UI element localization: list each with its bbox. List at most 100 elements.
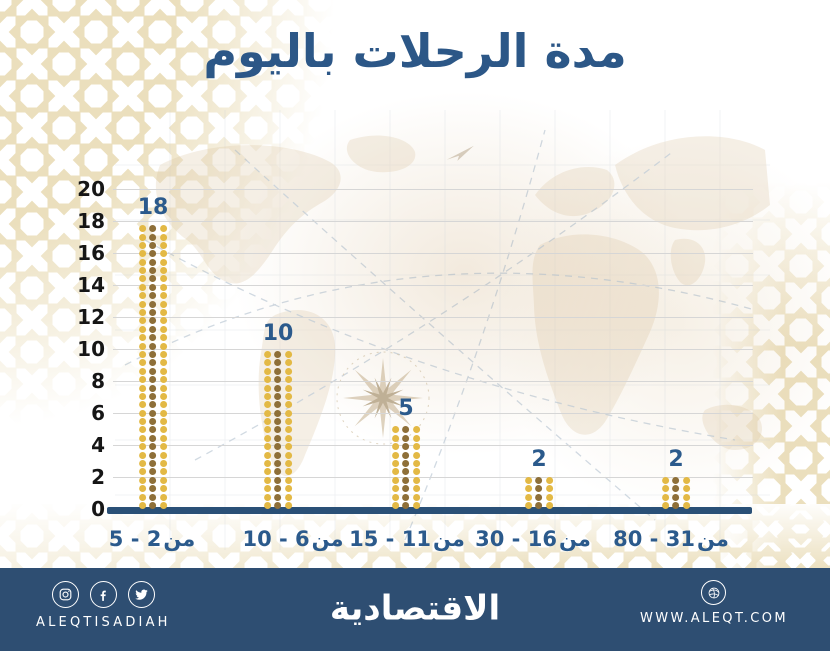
dot-row	[139, 233, 167, 241]
dot	[149, 334, 157, 342]
dot	[149, 250, 157, 258]
dot-row	[139, 292, 167, 300]
dot	[274, 409, 282, 417]
dot-row	[139, 426, 167, 434]
dot	[284, 392, 292, 400]
dot	[525, 476, 533, 484]
dot	[264, 451, 272, 459]
dot-row	[264, 418, 292, 426]
dot	[284, 443, 292, 451]
dot-row	[392, 468, 420, 476]
dot	[139, 367, 147, 375]
dot	[412, 426, 420, 434]
dot	[159, 309, 167, 317]
dot-row	[139, 350, 167, 358]
dot	[682, 502, 690, 509]
dot-bar	[139, 225, 167, 509]
dot	[139, 476, 147, 484]
gridline	[113, 189, 753, 190]
dot-row	[139, 309, 167, 317]
dot-row	[264, 426, 292, 434]
dot	[264, 502, 272, 509]
dot	[159, 325, 167, 333]
dot	[149, 359, 157, 367]
dot	[284, 485, 292, 493]
dot	[149, 225, 157, 233]
dot	[139, 350, 147, 358]
dot	[139, 233, 147, 241]
dot	[274, 434, 282, 442]
category-word: من	[163, 527, 196, 551]
dot	[139, 376, 147, 384]
dot	[264, 418, 272, 426]
dot	[159, 300, 167, 308]
dot-row	[139, 409, 167, 417]
dot	[159, 267, 167, 275]
dot-row	[139, 502, 167, 509]
category-range: 30 - 16	[475, 527, 557, 551]
gridline	[113, 317, 753, 318]
dot	[264, 443, 272, 451]
dot	[672, 493, 680, 501]
dot	[139, 485, 147, 493]
dot	[159, 409, 167, 417]
dot	[159, 376, 167, 384]
dot-row	[392, 460, 420, 468]
dot	[284, 451, 292, 459]
dot	[139, 275, 147, 283]
dot	[149, 325, 157, 333]
category-word: من	[432, 527, 465, 551]
dot	[264, 359, 272, 367]
dot	[402, 476, 410, 484]
dot-row	[264, 359, 292, 367]
dot	[412, 443, 420, 451]
dot-row	[139, 493, 167, 501]
dot	[159, 434, 167, 442]
dot	[264, 401, 272, 409]
x-axis-category-label: 10 - 6 من	[242, 527, 343, 551]
dot	[392, 485, 400, 493]
dot	[412, 485, 420, 493]
dot	[159, 225, 167, 233]
y-axis-tick-label: 16	[77, 241, 105, 265]
gridline	[113, 413, 753, 414]
dot-row	[139, 485, 167, 493]
bar-value-label: 2	[531, 446, 547, 472]
dot	[139, 258, 147, 266]
dot-row	[525, 502, 553, 509]
dot	[672, 485, 680, 493]
dot	[264, 384, 272, 392]
dot	[149, 401, 157, 409]
dot	[274, 502, 282, 509]
dot-row	[139, 225, 167, 233]
dot	[392, 443, 400, 451]
map-continents	[155, 135, 770, 477]
dot	[159, 350, 167, 358]
dot	[149, 233, 157, 241]
dot	[682, 476, 690, 484]
dot-row	[264, 443, 292, 451]
dot	[402, 426, 410, 434]
world-map-background	[115, 110, 770, 550]
dot	[149, 283, 157, 291]
dot	[412, 493, 420, 501]
dot-row	[525, 493, 553, 501]
dot	[284, 493, 292, 501]
dot	[149, 350, 157, 358]
dot	[264, 476, 272, 484]
y-axis-tick-label: 6	[91, 401, 105, 425]
dot	[159, 426, 167, 434]
dot	[284, 367, 292, 375]
website-block: WWW.ALEQT.COM	[640, 580, 788, 626]
website-globe-icon	[701, 580, 727, 605]
dot	[139, 409, 147, 417]
dot-bar	[392, 426, 420, 509]
dot	[274, 468, 282, 476]
category-range: 5 - 2	[108, 527, 162, 551]
dot	[274, 392, 282, 400]
dot	[662, 493, 670, 501]
dot-row	[392, 443, 420, 451]
category-word: من	[311, 527, 344, 551]
dot	[545, 476, 553, 484]
